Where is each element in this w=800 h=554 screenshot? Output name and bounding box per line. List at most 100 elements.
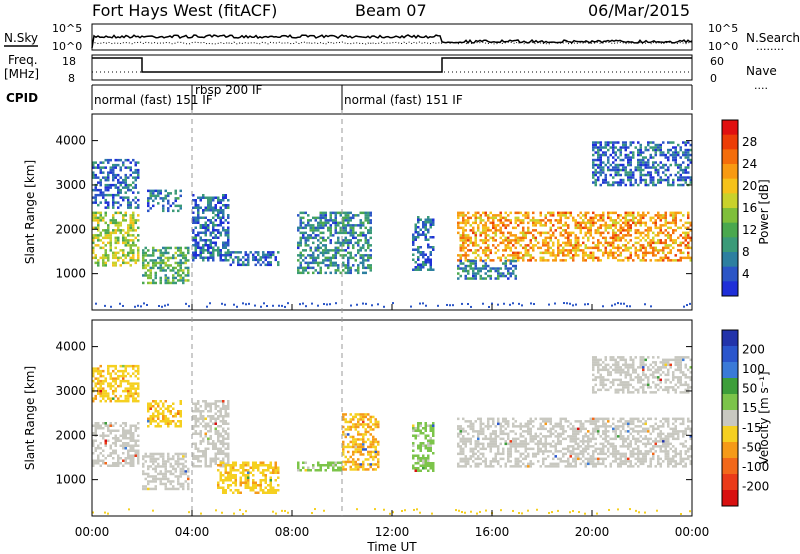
power-echo-cell bbox=[619, 251, 622, 255]
power-echo-cell bbox=[559, 259, 562, 262]
power-echo-cell bbox=[629, 246, 632, 250]
power-echo-cell bbox=[514, 246, 517, 250]
power-echo-cell bbox=[127, 241, 130, 245]
velocity-echo-cell bbox=[157, 417, 160, 420]
power-echo-cell bbox=[339, 231, 342, 235]
power-echo-cell bbox=[97, 264, 100, 267]
velocity-echo-cell bbox=[164, 407, 167, 410]
velocity-echo-cell bbox=[124, 437, 127, 440]
power-echo-cell bbox=[599, 141, 602, 144]
power-echo-cell bbox=[127, 196, 130, 199]
velocity-echo-cell bbox=[122, 447, 125, 450]
power-echo-cell bbox=[427, 221, 430, 224]
velocity-echo-cell bbox=[219, 400, 222, 403]
power-echo-cell bbox=[167, 264, 170, 267]
power-echo-cell bbox=[597, 231, 600, 235]
power-echo-cell bbox=[629, 141, 632, 144]
power-echo-cell bbox=[304, 241, 307, 245]
power-echo-cell bbox=[472, 214, 475, 217]
velocity-echo-cell bbox=[372, 463, 375, 466]
power-echo-cell bbox=[299, 256, 302, 260]
power-echo-cell bbox=[107, 178, 110, 182]
power-echo-cell bbox=[597, 163, 600, 167]
velocity-echo-cell bbox=[332, 464, 335, 467]
power-echo-cell bbox=[657, 231, 660, 235]
power-echo-cell bbox=[667, 151, 670, 154]
velocity-echo-cell bbox=[472, 452, 475, 456]
velocity-echo-cell bbox=[219, 464, 222, 467]
velocity-echo-cell bbox=[564, 430, 567, 433]
power-echo-cell bbox=[114, 246, 117, 250]
power-echo-cell bbox=[417, 258, 420, 261]
velocity-echo-cell bbox=[209, 415, 212, 418]
velocity-echo-cell bbox=[114, 364, 117, 368]
velocity-echo-cell bbox=[432, 434, 435, 437]
power-echo-cell bbox=[479, 256, 482, 260]
velocity-echo-cell bbox=[177, 410, 180, 413]
velocity-echo-cell bbox=[529, 440, 532, 443]
velocity-echo-cell bbox=[524, 450, 527, 453]
velocity-echo-cell bbox=[554, 447, 557, 451]
power-echo-cell bbox=[602, 171, 605, 174]
power-echo-cell bbox=[302, 259, 305, 262]
power-echo-cell bbox=[359, 254, 362, 257]
power-noise-cell bbox=[392, 302, 394, 305]
power-echo-cell bbox=[672, 178, 675, 182]
power-echo-cell bbox=[684, 236, 687, 240]
power-echo-cell bbox=[642, 221, 645, 225]
power-echo-cell bbox=[637, 221, 640, 225]
power-echo-cell bbox=[457, 214, 460, 217]
velocity-echo-cell bbox=[152, 462, 155, 466]
power-echo-cell bbox=[212, 206, 215, 209]
velocity-echo-cell bbox=[112, 437, 115, 440]
power-echo-cell bbox=[474, 277, 477, 280]
power-echo-cell bbox=[209, 246, 212, 249]
power-echo-cell bbox=[242, 256, 245, 259]
power-echo-cell bbox=[519, 239, 522, 242]
velocity-echo-cell bbox=[114, 379, 117, 383]
power-echo-cell bbox=[497, 219, 500, 222]
power-echo-cell bbox=[122, 239, 125, 242]
velocity-echo-cell bbox=[112, 379, 115, 383]
power-echo-cell bbox=[619, 173, 622, 177]
power-echo-cell bbox=[544, 216, 547, 220]
power-echo-cell bbox=[354, 259, 357, 262]
power-echo-cell bbox=[634, 254, 637, 257]
power-noise-cell bbox=[272, 304, 274, 307]
power-echo-cell bbox=[347, 266, 350, 270]
velocity-echo-cell bbox=[372, 423, 375, 426]
velocity-echo-cell bbox=[494, 452, 497, 456]
power-echo-cell bbox=[172, 266, 175, 270]
velocity-echo-cell bbox=[179, 410, 182, 413]
power-echo-cell bbox=[137, 219, 140, 222]
power-echo-cell bbox=[162, 269, 165, 272]
power-echo-cell bbox=[502, 231, 505, 235]
power-noise-cell bbox=[143, 302, 145, 305]
power-echo-cell bbox=[112, 203, 115, 207]
velocity-echo-cell bbox=[222, 486, 225, 489]
power-echo-cell bbox=[149, 276, 152, 280]
power-echo-cell bbox=[512, 256, 515, 260]
velocity-echo-cell bbox=[374, 420, 377, 424]
power-noise-cell bbox=[614, 303, 616, 306]
power-echo-cell bbox=[609, 244, 612, 247]
power-echo-cell bbox=[94, 211, 97, 215]
power-echo-cell bbox=[317, 249, 320, 252]
power-echo-cell bbox=[647, 161, 650, 164]
velocity-echo-cell bbox=[137, 444, 140, 447]
velocity-echo-cell bbox=[479, 447, 482, 451]
velocity-echo-cell bbox=[354, 443, 357, 446]
velocity-echo-cell bbox=[152, 477, 155, 481]
power-echo-cell bbox=[592, 148, 595, 152]
velocity-echo-cell bbox=[114, 382, 117, 385]
power-echo-cell bbox=[164, 246, 167, 250]
velocity-echo-cell bbox=[224, 464, 227, 467]
power-echo-cell bbox=[629, 224, 632, 227]
power-echo-cell bbox=[417, 218, 420, 221]
power-echo-cell bbox=[484, 251, 487, 255]
velocity-echo-cell bbox=[544, 417, 547, 421]
velocity-echo-cell bbox=[557, 442, 560, 446]
power-echo-cell bbox=[629, 156, 632, 159]
power-echo-cell bbox=[157, 266, 160, 270]
power-echo-cell bbox=[582, 236, 585, 240]
